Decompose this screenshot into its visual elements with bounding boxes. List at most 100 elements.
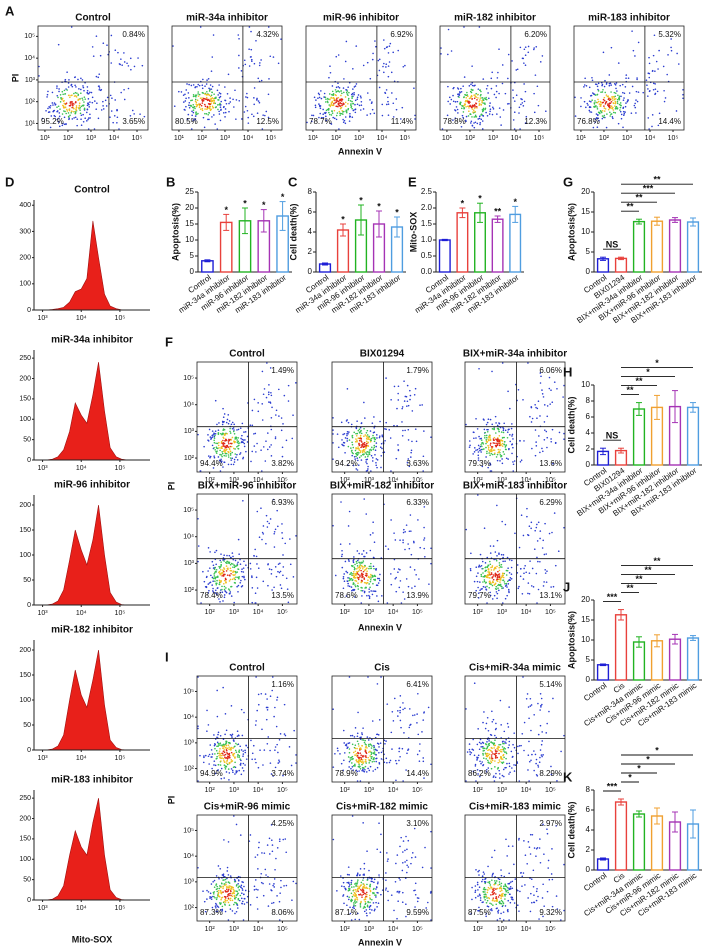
- cell-dot: [521, 514, 523, 516]
- quadrant-label: 6.20%: [524, 30, 547, 39]
- cell-dot: [337, 748, 339, 750]
- cell-dot: [203, 100, 205, 102]
- cell-dot: [345, 122, 347, 124]
- cell-dot: [83, 90, 85, 92]
- cell-dot: [635, 112, 637, 114]
- cell-dot: [502, 758, 504, 760]
- cell-dot: [226, 570, 228, 572]
- cell-dot: [547, 405, 549, 407]
- cell-dot: [234, 761, 236, 763]
- cell-dot: [260, 449, 262, 451]
- cell-dot: [232, 771, 234, 773]
- cell-dot: [348, 525, 350, 527]
- cell-dot: [222, 572, 224, 574]
- cell-dot: [232, 559, 234, 561]
- cell-dot: [609, 99, 611, 101]
- cell-dot: [505, 598, 507, 600]
- cell-dot: [263, 533, 265, 535]
- cell-dot: [521, 733, 523, 735]
- cell-dot: [379, 87, 381, 89]
- y-axis-label: Cell death(%): [566, 396, 576, 453]
- cell-dot: [229, 772, 231, 774]
- cell-dot: [375, 761, 377, 763]
- cell-dot: [399, 712, 401, 714]
- x-tick-label: 10¹: [40, 135, 51, 142]
- cell-dot: [221, 573, 223, 575]
- cell-dot: [240, 763, 242, 765]
- cell-dot: [280, 887, 282, 889]
- cell-dot: [335, 95, 337, 97]
- cell-dot: [111, 110, 113, 112]
- cell-dot: [387, 97, 389, 99]
- cell-dot: [529, 416, 531, 418]
- cell-dot: [535, 527, 537, 529]
- cell-dot: [365, 744, 367, 746]
- cell-dot: [377, 578, 379, 580]
- cell-dot: [234, 895, 236, 897]
- cell-dot: [206, 730, 208, 732]
- cell-dot: [223, 461, 225, 463]
- cell-dot: [99, 87, 101, 89]
- cell-dot: [361, 761, 363, 763]
- cell-dot: [485, 112, 487, 114]
- cell-dot: [480, 119, 482, 121]
- cell-dot: [214, 897, 216, 899]
- cell-dot: [619, 85, 621, 87]
- cell-dot: [68, 112, 70, 114]
- cell-dot: [369, 566, 371, 568]
- cell-dot: [240, 427, 242, 429]
- cell-dot: [96, 35, 98, 37]
- cell-dot: [368, 588, 370, 590]
- cell-dot: [607, 96, 609, 98]
- cell-dot: [472, 85, 474, 87]
- y-tick-label: 8: [586, 396, 591, 405]
- y-tick-label: 200: [19, 647, 31, 654]
- cell-dot: [502, 463, 504, 465]
- cell-dot: [376, 442, 378, 444]
- cell-dot: [508, 773, 510, 775]
- cell-dot: [376, 437, 378, 439]
- cell-dot: [231, 735, 233, 737]
- cell-dot: [254, 87, 256, 89]
- cell-dot: [538, 400, 540, 402]
- cell-dot: [493, 747, 495, 749]
- cell-dot: [92, 46, 94, 48]
- cell-dot: [232, 428, 234, 430]
- cell-dot: [365, 575, 367, 577]
- cell-dot: [281, 523, 283, 525]
- cell-dot: [386, 703, 388, 705]
- cell-dot: [488, 418, 490, 420]
- cell-dot: [636, 91, 638, 93]
- cell-dot: [50, 105, 52, 107]
- cell-dot: [497, 748, 499, 750]
- cell-dot: [58, 44, 60, 46]
- cell-dot: [381, 752, 383, 754]
- cell-dot: [252, 410, 254, 412]
- cell-dot: [386, 47, 388, 49]
- cell-dot: [388, 65, 390, 67]
- cell-dot: [225, 587, 227, 589]
- cell-dot: [243, 894, 245, 896]
- cell-dot: [253, 433, 255, 435]
- cell-dot: [370, 590, 372, 592]
- cell-dot: [238, 100, 240, 102]
- cell-dot: [477, 118, 479, 120]
- cell-dot: [228, 841, 230, 843]
- cell-dot: [197, 113, 199, 115]
- cell-dot: [275, 746, 277, 748]
- cell-dot: [542, 451, 544, 453]
- cell-dot: [233, 889, 235, 891]
- cell-dot: [447, 86, 449, 88]
- cell-dot: [365, 456, 367, 458]
- cell-dot: [410, 395, 412, 397]
- cell-dot: [275, 566, 277, 568]
- cell-dot: [349, 511, 351, 513]
- cell-dot: [293, 730, 295, 732]
- cell-dot: [215, 400, 217, 402]
- cell-dot: [411, 441, 413, 443]
- cell-dot: [110, 62, 112, 64]
- cell-dot: [407, 749, 409, 751]
- cell-dot: [243, 763, 245, 765]
- cell-dot: [253, 745, 255, 747]
